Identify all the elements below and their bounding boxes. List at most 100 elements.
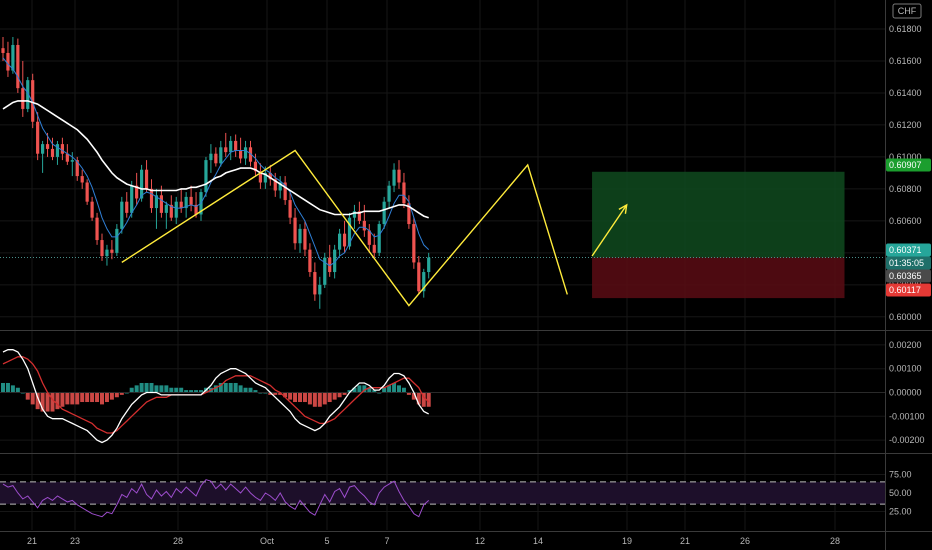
price-tick-label: 0.60000 [889, 312, 922, 322]
time-tick-label: 26 [740, 536, 750, 546]
macd-histogram-bar [411, 392, 416, 400]
rsi-axis[interactable]: 75.00 50.00 25.00 [889, 470, 912, 517]
candle-body [293, 217, 297, 244]
last-price-tag-text: 0.60365 [889, 271, 922, 281]
macd-histogram-bar [199, 390, 203, 393]
candle-body [55, 144, 60, 157]
macd-histogram-bar [228, 382, 233, 393]
macd-histogram-bar [15, 387, 20, 393]
candle-body [367, 230, 371, 245]
candle-body [397, 169, 401, 183]
macd-tick-label: 0.00100 [889, 364, 922, 374]
candle-body [382, 201, 386, 225]
candle-body [239, 150, 243, 159]
candle-body [6, 52, 10, 71]
time-tick-label: Oct [260, 536, 275, 546]
candle-body [60, 144, 64, 154]
macd-histogram-bar [392, 382, 397, 393]
price-tick-label: 0.60600 [889, 216, 922, 226]
candle-body [41, 144, 45, 154]
macd-histogram-bar [278, 392, 283, 395]
macd-histogram-bar [45, 392, 50, 412]
macd-histogram-bar [283, 392, 288, 398]
macd-histogram-bar [352, 387, 357, 393]
candle-body [21, 88, 25, 109]
time-tick-label: 21 [27, 536, 37, 546]
macd-histogram-bar [223, 382, 228, 393]
macd-histogram-bar [298, 392, 302, 403]
candle-body [303, 228, 307, 250]
macd-histogram-bar [317, 392, 322, 407]
candle-body [75, 160, 79, 177]
candle-body [135, 185, 139, 199]
macd-histogram-bar [307, 392, 312, 405]
stop-price-tag-bg [886, 283, 931, 297]
candle-body [313, 272, 317, 295]
fast-ma-line [2, 57, 430, 267]
price-tick-label: 0.61000 [889, 152, 922, 162]
macd-histogram-bar [362, 385, 367, 393]
candle-body [417, 262, 421, 292]
candle-body [258, 171, 262, 183]
macd-histogram-bar [100, 392, 104, 405]
time-tick-label: 19 [622, 536, 632, 546]
candle-body [268, 172, 272, 180]
price-tick-label: 0.60800 [889, 184, 922, 194]
candle-body [283, 182, 287, 201]
macd-main-line [2, 349, 429, 444]
macd-histogram-bar [75, 392, 80, 405]
macd-histogram-bar [50, 392, 55, 412]
macd-histogram-bar [347, 390, 352, 393]
macd-histogram-bar [312, 392, 317, 407]
candlesticks [1, 36, 431, 309]
macd-histogram-bar [218, 382, 223, 393]
stop-price-tag-text: 0.60117 [889, 285, 921, 295]
macd-histogram-bar [35, 392, 40, 410]
current-price-tag-bg [886, 243, 931, 257]
macd-histogram-bar [70, 392, 75, 405]
candle-body [110, 249, 114, 253]
candle-body [100, 240, 104, 257]
price-tick-label: 0.61400 [889, 88, 922, 98]
macd-axis[interactable]: 0.00200 0.00100 0.00000 -0.00100 -0.00200 [889, 340, 925, 445]
candle-body [169, 204, 173, 218]
candle-body [70, 160, 74, 162]
candle-body [263, 172, 267, 183]
moving-averages [2, 57, 430, 267]
macd-histogram-bar [104, 392, 109, 403]
macd-histogram-bar [238, 385, 243, 393]
candle-body [11, 44, 15, 71]
candle-body [184, 196, 188, 209]
candle-body [243, 147, 248, 159]
candle-body [278, 182, 282, 191]
price-tick-label: 0.61800 [889, 24, 922, 34]
time-tick-label: 28 [173, 536, 183, 546]
time-tick-label: 12 [475, 536, 485, 546]
macd-histogram-bar [233, 382, 238, 393]
candle-body [323, 257, 327, 285]
candle-body [253, 161, 258, 172]
projection-arrow-line [591, 204, 628, 257]
candle-body [144, 169, 149, 189]
candle-body [115, 228, 119, 253]
currency-badge[interactable]: CHF [892, 3, 922, 19]
candle-body [224, 147, 228, 153]
candle-body [164, 204, 168, 213]
slow-ma-line [2, 100, 429, 219]
candle-body [338, 233, 342, 250]
time-axis[interactable]: 21 23 28 Oct 5 7 12 14 19 21 26 28 [27, 536, 840, 546]
candle-body [194, 204, 198, 215]
macd-histogram-bar [139, 382, 144, 393]
macd-histogram-bar [397, 385, 401, 393]
currency-badge-text: CHF [898, 6, 917, 16]
candle-body [214, 153, 218, 164]
macd-histogram-bar [327, 392, 332, 403]
candle-body [427, 257, 431, 273]
candle-body [273, 179, 277, 191]
macd-histogram-bar [416, 392, 421, 405]
candle-body [387, 185, 391, 202]
macd-histogram-bar [30, 392, 35, 405]
candle-body [204, 160, 208, 193]
